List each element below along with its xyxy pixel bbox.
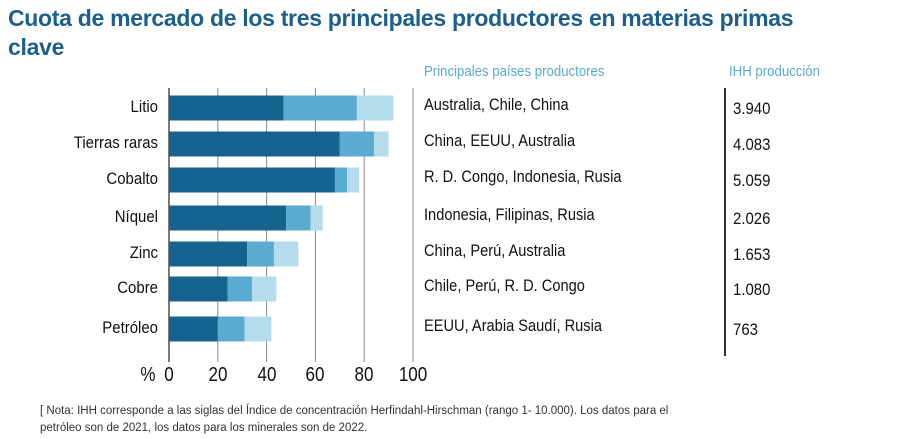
- bar-segment-2: [334, 167, 348, 193]
- countries-cell: Indonesia, Filipinas, Rusia: [424, 205, 595, 224]
- x-tick-label: 60: [305, 364, 325, 386]
- x-tick-label: 20: [208, 364, 228, 386]
- bar-segment-1: [169, 167, 335, 193]
- chart-title: Cuota de mercado de los tres principales…: [8, 5, 794, 60]
- bar-segment-3: [310, 205, 323, 231]
- bar-segment-3: [347, 167, 360, 193]
- bar-segment-2: [217, 316, 245, 342]
- footnote: [ Nota: IHH corresponde a las siglas del…: [40, 405, 669, 434]
- bar-segment-3: [373, 131, 389, 157]
- x-tick-label: 40: [257, 364, 277, 386]
- bar-segment-1: [169, 95, 284, 121]
- ihh-header: IHH producción: [729, 63, 820, 80]
- ihh-cell: 2.026: [733, 209, 771, 228]
- countries-cell: China, Perú, Australia: [424, 241, 566, 260]
- bar-segment-3: [273, 241, 299, 267]
- ihh-cell: 4.083: [733, 135, 771, 154]
- bar-segment-1: [169, 276, 228, 302]
- countries-cell: China, EEUU, Australia: [424, 131, 576, 150]
- category-label: Tierras raras: [73, 133, 158, 152]
- bar-segment-3: [251, 276, 277, 302]
- bar-segment-1: [169, 131, 340, 157]
- bar-segment-2: [283, 95, 357, 121]
- category-label: Cobalto: [106, 169, 158, 188]
- bar-segment-1: [169, 241, 248, 267]
- countries-cell: EEUU, Arabia Saudí, Rusia: [424, 316, 602, 335]
- bar-segment-1: [169, 205, 287, 231]
- ihh-cell: 3.940: [733, 99, 771, 118]
- bar-segment-2: [339, 131, 374, 157]
- ihh-cell: 1.653: [733, 245, 771, 264]
- bar-segment-1: [169, 316, 218, 342]
- countries-cell: Chile, Perú, R. D. Congo: [424, 276, 585, 295]
- x-axis-label: %: [140, 364, 156, 386]
- ihh-cell: 1.080: [733, 280, 771, 299]
- bar-segment-2: [286, 205, 311, 231]
- category-label: Litio: [130, 97, 158, 116]
- bar-segment-3: [244, 316, 272, 342]
- category-label: Petróleo: [102, 318, 158, 337]
- x-tick-label: 80: [354, 364, 374, 386]
- x-tick-label: 0: [164, 364, 174, 386]
- bar-segment-2: [247, 241, 274, 267]
- bar-segment-2: [227, 276, 252, 302]
- category-label: Níquel: [114, 207, 158, 226]
- column-divider: [724, 88, 726, 356]
- countries-cell: R. D. Congo, Indonesia, Rusia: [424, 167, 622, 186]
- countries-header: Principales países productores: [424, 63, 605, 80]
- ihh-cell: 763: [733, 320, 758, 339]
- x-tick-label: 100: [398, 364, 428, 386]
- countries-cell: Australia, Chile, China: [424, 95, 569, 114]
- category-label: Cobre: [117, 278, 158, 297]
- category-label: Zinc: [129, 243, 158, 262]
- bar-segment-3: [356, 95, 394, 121]
- ihh-cell: 5.059: [733, 171, 771, 190]
